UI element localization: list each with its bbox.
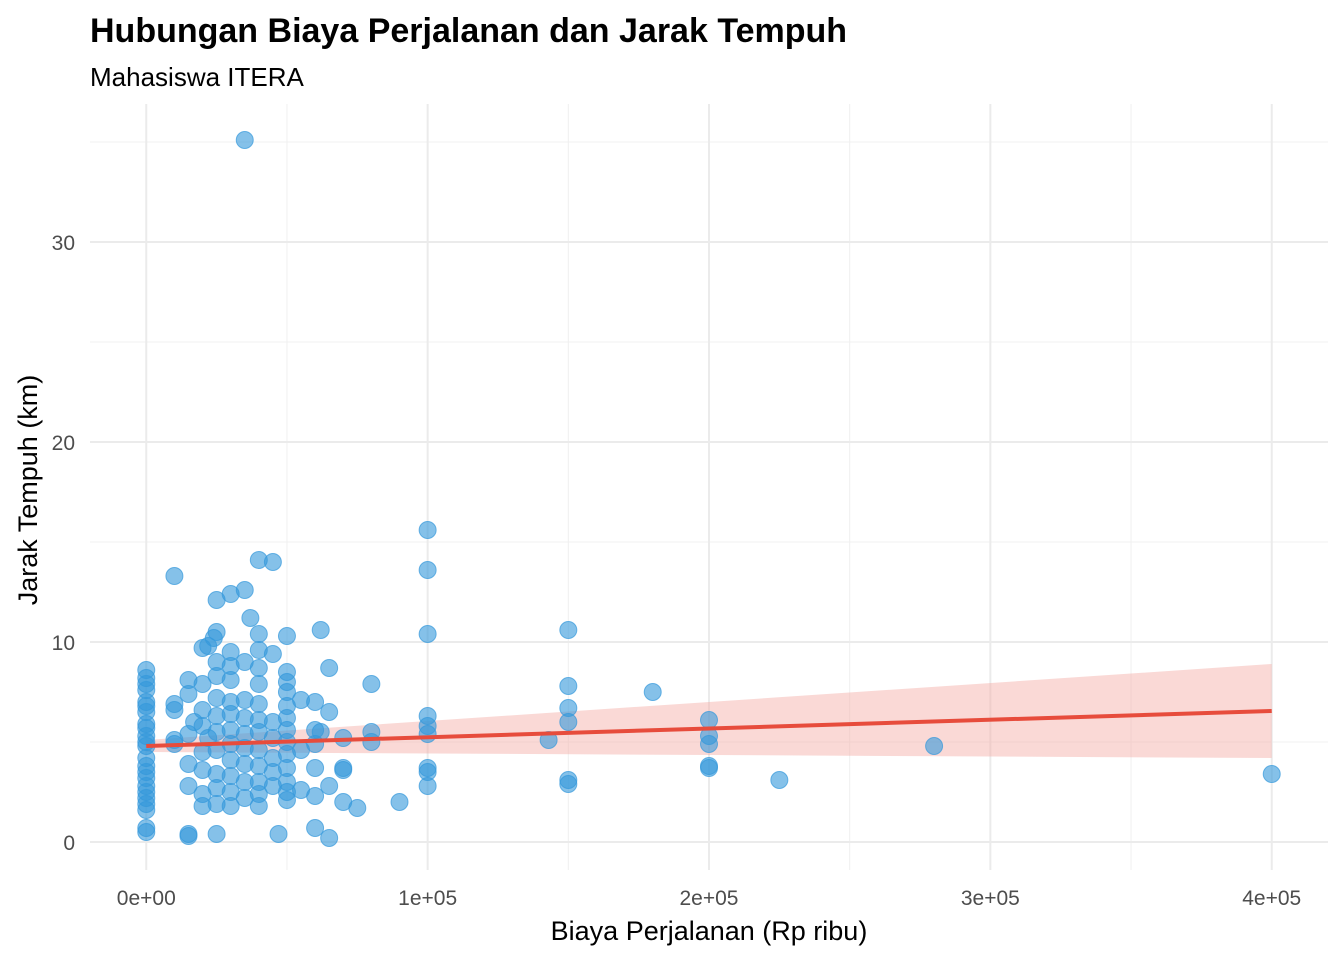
data-point: [311, 621, 330, 639]
data-point: [221, 797, 240, 815]
y-axis-label: Jarak Tempuh (km): [13, 375, 43, 606]
data-point: [241, 609, 260, 627]
data-point: [418, 561, 437, 579]
data-point: [418, 521, 437, 539]
data-point: [320, 829, 339, 847]
data-point: [700, 735, 718, 753]
x-tick-label: 3e+05: [961, 887, 1020, 910]
points-layer: [137, 131, 1281, 847]
data-point: [137, 801, 156, 819]
tick-labels: 0e+00 1e+05 2e+05 3e+05 4e+05 0 10 20 30: [52, 232, 1302, 910]
data-point: [418, 625, 437, 643]
trend-line: [146, 709, 1272, 748]
data-point: [320, 777, 339, 795]
trend-line-layer: [146, 709, 1272, 748]
data-point: [179, 777, 198, 795]
x-tick-label: 2e+05: [680, 887, 739, 910]
data-point: [643, 683, 662, 701]
data-point: [193, 675, 212, 693]
data-point: [165, 567, 184, 585]
x-tick-label: 1e+05: [398, 887, 457, 910]
data-point: [559, 621, 578, 639]
chart-title: Hubungan Biaya Perjalanan dan Jarak Temp…: [90, 12, 847, 50]
data-point: [249, 625, 268, 643]
data-point: [418, 777, 437, 795]
data-point: [559, 677, 578, 695]
data-point: [320, 659, 339, 677]
data-point: [770, 771, 789, 789]
data-point: [334, 759, 353, 777]
data-point: [179, 825, 198, 843]
data-point: [249, 641, 268, 659]
data-point: [207, 825, 226, 843]
data-point: [362, 733, 381, 751]
data-point: [221, 671, 240, 689]
data-point: [249, 797, 268, 815]
data-point: [700, 759, 718, 777]
data-point: [292, 781, 311, 799]
y-tick-label: 10: [52, 632, 75, 655]
y-tick-label: 20: [52, 432, 75, 455]
data-point: [390, 793, 409, 811]
x-axis-label: Biaya Perjalanan (Rp ribu): [551, 916, 868, 946]
data-point: [418, 725, 437, 743]
data-point: [559, 775, 578, 793]
data-point: [306, 819, 325, 837]
data-point: [199, 637, 218, 655]
data-point: [925, 737, 944, 755]
data-point: [137, 819, 156, 837]
y-tick-label: 30: [52, 232, 75, 255]
data-point: [559, 713, 578, 731]
data-point: [306, 735, 325, 753]
data-point: [320, 703, 339, 721]
y-tick-label: 0: [63, 832, 75, 855]
data-point: [235, 131, 254, 149]
data-point: [277, 627, 296, 645]
data-point: [165, 701, 184, 719]
data-point: [269, 825, 288, 843]
data-point: [700, 711, 718, 729]
x-tick-label: 0e+00: [117, 887, 176, 910]
data-point: [277, 791, 296, 809]
data-point: [249, 695, 268, 713]
data-point: [249, 675, 268, 693]
data-point: [1262, 765, 1281, 783]
x-tick-label: 4e+05: [1242, 887, 1301, 910]
data-point: [334, 793, 353, 811]
data-point: [179, 685, 198, 703]
grid: [90, 104, 1328, 870]
data-point: [263, 553, 282, 571]
data-point: [306, 759, 325, 777]
data-point: [235, 581, 254, 599]
data-point: [249, 659, 268, 677]
data-point: [362, 675, 381, 693]
chart-subtitle: Mahasiswa ITERA: [90, 62, 304, 92]
